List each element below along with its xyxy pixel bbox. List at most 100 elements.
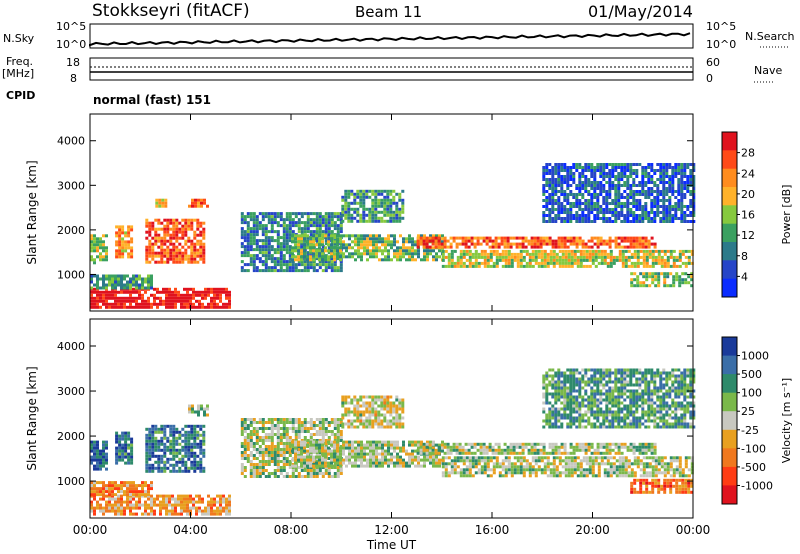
data-cell — [557, 245, 561, 249]
data-cell — [195, 500, 198, 504]
data-cell — [291, 472, 295, 475]
data-cell — [309, 240, 312, 244]
data-cell — [330, 215, 334, 219]
data-cell — [102, 512, 105, 516]
data-cell — [297, 237, 300, 241]
data-cell — [102, 497, 105, 501]
data-cell — [148, 457, 152, 461]
data-cell — [175, 442, 179, 446]
data-cell — [99, 455, 102, 459]
data-cell — [151, 448, 155, 452]
data-cell — [567, 261, 571, 265]
data-cell — [138, 493, 141, 497]
data-cell — [177, 500, 180, 504]
data-cell — [677, 193, 681, 196]
data-cell — [542, 187, 546, 190]
data-cell — [683, 211, 687, 214]
data-cell — [240, 254, 244, 258]
data-cell — [663, 275, 667, 279]
data-cell — [171, 506, 174, 510]
data-cell — [279, 421, 283, 424]
data-cell — [165, 500, 168, 504]
data-cell — [392, 195, 396, 199]
data-cell — [560, 193, 564, 196]
data-cell — [480, 249, 484, 253]
data-cell — [653, 220, 657, 223]
data-cell — [387, 452, 390, 456]
data-cell — [181, 218, 185, 222]
data-cell — [102, 274, 105, 278]
data-cell — [151, 463, 155, 467]
data-cell — [330, 234, 333, 238]
data-cell — [123, 296, 126, 300]
data-cell — [578, 175, 582, 178]
data-cell — [183, 500, 186, 504]
data-cell — [99, 487, 102, 491]
data-cell — [558, 255, 562, 259]
data-cell — [312, 472, 316, 475]
data-cell — [183, 497, 186, 501]
data-cell — [270, 224, 274, 228]
data-cell — [294, 464, 297, 468]
data-cell — [384, 258, 387, 262]
data-cell — [590, 193, 594, 196]
data-cell — [569, 178, 573, 181]
data-cell — [246, 248, 250, 252]
data-cell — [611, 187, 615, 190]
data-cell — [258, 248, 262, 252]
data-cell — [196, 251, 200, 255]
data-cell — [96, 458, 99, 462]
data-cell — [252, 236, 256, 240]
data-cell — [276, 257, 280, 261]
data-cell — [566, 199, 570, 202]
data-cell — [384, 240, 387, 244]
data-cell — [363, 452, 366, 456]
data-cell — [576, 249, 580, 253]
data-cell — [366, 458, 369, 462]
data-cell — [362, 219, 366, 223]
data-cell — [665, 190, 669, 193]
data-cell — [145, 460, 149, 464]
data-cell — [350, 216, 354, 220]
scatter-region — [188, 404, 209, 417]
data-cell — [306, 475, 310, 478]
data-cell — [579, 249, 583, 253]
data-cell — [390, 234, 393, 238]
data-cell — [450, 264, 454, 268]
data-cell — [121, 452, 125, 456]
data-cell — [166, 254, 170, 258]
data-cell — [426, 252, 429, 256]
data-cell — [141, 512, 144, 516]
data-cell — [333, 418, 337, 421]
data-cell — [157, 457, 161, 461]
data-cell — [120, 302, 123, 306]
data-cell — [264, 475, 268, 478]
data-cell — [175, 451, 179, 455]
data-cell — [135, 493, 138, 497]
data-cell — [648, 255, 652, 259]
data-cell — [186, 506, 189, 510]
data-cell — [148, 230, 152, 234]
data-cell — [359, 216, 363, 220]
data-cell — [90, 449, 93, 453]
data-cell — [581, 217, 585, 220]
data-cell — [196, 254, 200, 258]
data-cell — [536, 245, 540, 249]
data-cell — [130, 225, 134, 229]
data-cell — [365, 192, 369, 196]
data-cell — [656, 211, 660, 214]
data-cell — [196, 466, 200, 470]
data-cell — [309, 475, 313, 478]
data-cell — [680, 187, 684, 190]
data-cell — [593, 202, 597, 205]
data-cell — [386, 195, 390, 199]
data-cell — [186, 509, 189, 513]
data-cell — [650, 166, 654, 169]
data-cell — [288, 254, 292, 258]
data-cell — [594, 252, 598, 256]
data-cell — [261, 218, 265, 222]
data-cell — [249, 227, 253, 231]
data-cell — [629, 175, 633, 178]
data-cell — [312, 263, 316, 267]
data-cell — [392, 213, 396, 217]
